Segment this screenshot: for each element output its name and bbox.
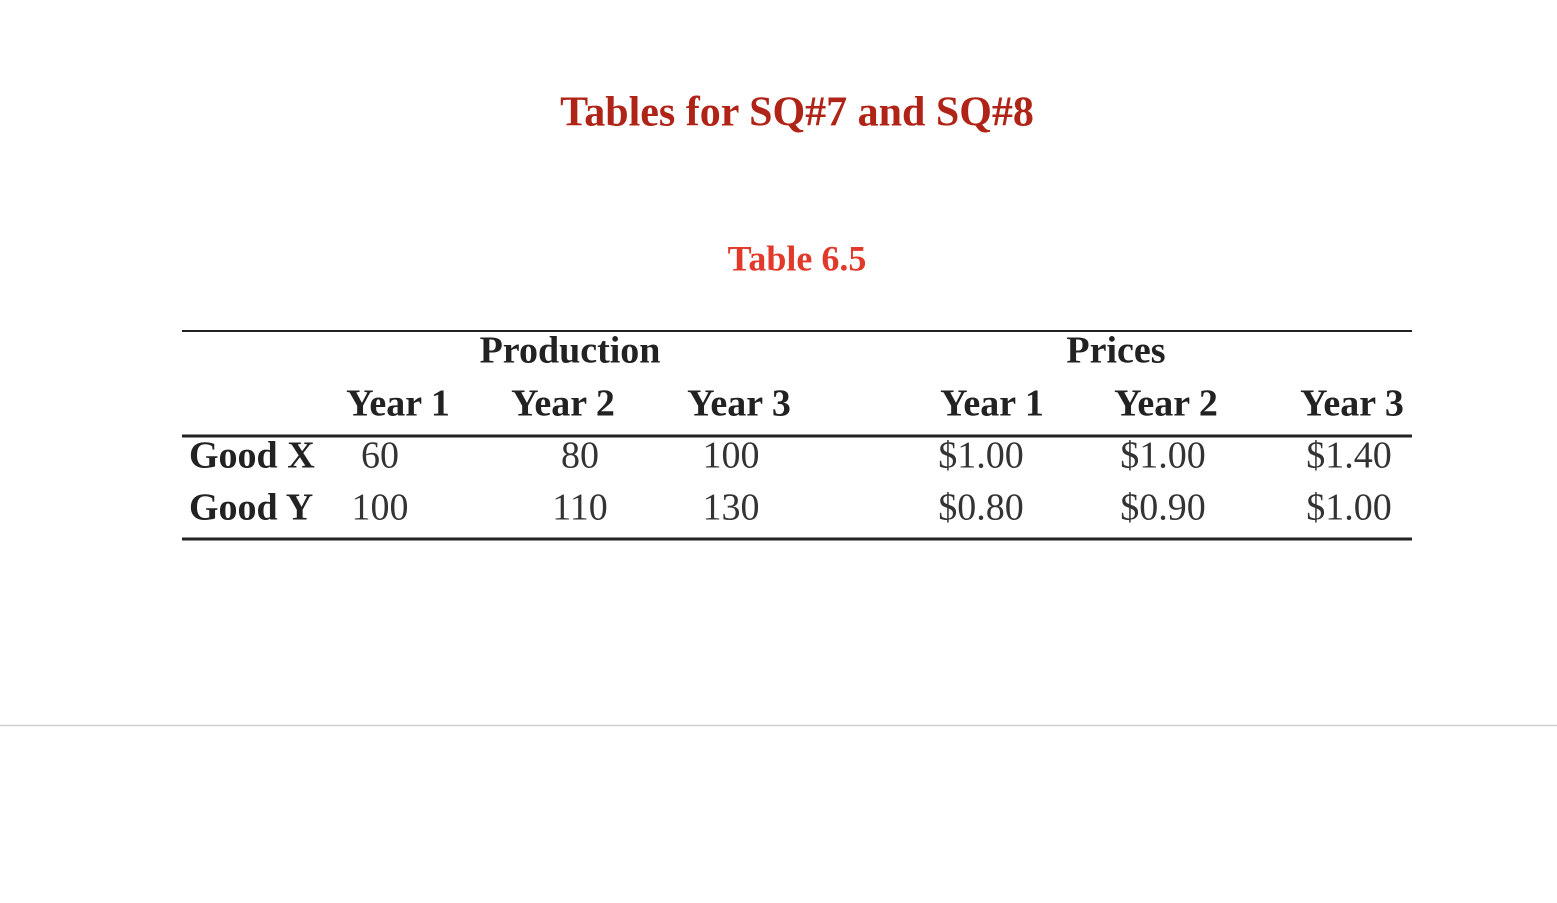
column-header: Year 2 <box>511 383 615 425</box>
column-header: Year 2 <box>1114 383 1218 425</box>
table-cell: 100 <box>703 435 760 477</box>
page-title: Tables for SQ#7 and SQ#8 <box>560 90 1034 136</box>
row-label: Good X <box>189 435 315 477</box>
table-cell: $1.40 <box>1306 435 1392 477</box>
table-cell: $1.00 <box>938 435 1024 477</box>
table-cell: $1.00 <box>1306 487 1392 529</box>
table-cell: $1.00 <box>1120 435 1206 477</box>
table-cell: $0.80 <box>938 487 1024 529</box>
table-cell: $0.90 <box>1120 487 1206 529</box>
column-header: Year 1 <box>346 383 450 425</box>
column-header: Year 3 <box>687 383 791 425</box>
column-header: Year 1 <box>940 383 1044 425</box>
table-cell: 110 <box>552 487 608 529</box>
table-cell: 60 <box>361 435 399 477</box>
table-cell: 130 <box>703 487 760 529</box>
column-header: Year 3 <box>1300 383 1404 425</box>
table-caption: Table 6.5 <box>728 238 867 278</box>
row-label: Good Y <box>189 487 313 529</box>
table-cell: 80 <box>561 435 599 477</box>
table-cell: 100 <box>352 487 409 529</box>
group-header: Prices <box>1066 330 1165 372</box>
group-header: Production <box>480 330 661 372</box>
